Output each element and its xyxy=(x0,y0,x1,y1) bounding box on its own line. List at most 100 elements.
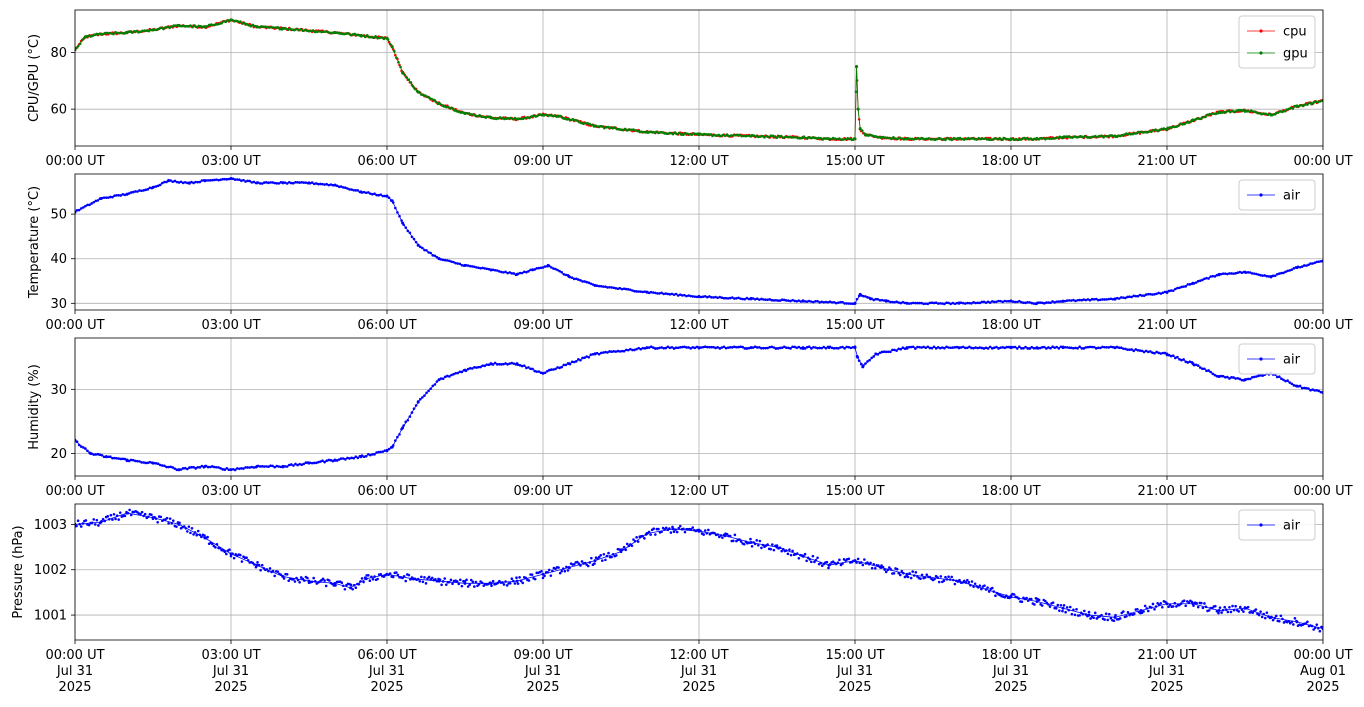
series-marker-air xyxy=(872,298,876,302)
series-marker-air xyxy=(1236,271,1240,275)
series-marker-air xyxy=(196,529,200,533)
series-marker-air xyxy=(1304,622,1308,625)
series-marker-gpu xyxy=(1041,136,1045,140)
series-marker-air xyxy=(1084,346,1088,349)
series-marker-gpu xyxy=(428,96,431,100)
series-marker-air xyxy=(710,345,713,349)
series-marker-air xyxy=(1210,606,1214,610)
series-marker-air xyxy=(986,586,989,589)
series-marker-air xyxy=(761,543,765,547)
series-marker-air xyxy=(805,300,809,303)
series-marker-gpu xyxy=(1185,121,1189,124)
series-marker-gpu xyxy=(969,137,972,141)
series-marker-air xyxy=(882,350,886,354)
series-marker-air xyxy=(780,549,783,553)
series-marker-air xyxy=(423,394,426,397)
series-marker-gpu xyxy=(1276,111,1280,114)
series-marker-air xyxy=(572,562,576,566)
series-marker-air xyxy=(635,347,638,351)
series-marker-gpu xyxy=(1158,128,1162,132)
series-marker-air xyxy=(541,576,545,580)
series-marker-air xyxy=(527,366,530,369)
series-marker-air xyxy=(1146,292,1150,296)
series-marker-gpu xyxy=(380,36,384,39)
series-marker-gpu xyxy=(153,28,157,32)
series-marker-gpu xyxy=(247,23,250,27)
series-marker-air xyxy=(562,272,566,276)
series-marker-air xyxy=(267,181,270,185)
data-point-air xyxy=(104,455,108,459)
series-marker-air xyxy=(441,580,445,583)
series-marker-gpu xyxy=(155,28,159,32)
series-marker-air xyxy=(84,204,87,208)
series-marker-air xyxy=(945,301,948,305)
series-marker-air xyxy=(1213,373,1217,377)
series-marker-air xyxy=(832,347,836,350)
series-marker-air xyxy=(168,517,172,520)
data-point-air xyxy=(333,183,337,187)
series-marker-air xyxy=(897,301,900,304)
data-point-air xyxy=(385,448,389,452)
series-marker-air xyxy=(404,420,408,424)
series-marker-air xyxy=(287,579,291,583)
series-marker-air xyxy=(825,560,829,564)
series-marker-air xyxy=(932,345,936,349)
series-marker-air xyxy=(880,298,884,302)
data-point-air xyxy=(125,458,129,462)
series-marker-air xyxy=(240,560,244,563)
series-marker-gpu xyxy=(694,132,698,136)
series-marker-air xyxy=(841,345,844,349)
series-marker-gpu xyxy=(1048,137,1051,141)
series-marker-air xyxy=(849,302,853,305)
series-marker-gpu xyxy=(875,135,879,139)
series-marker-air xyxy=(508,581,512,585)
series-marker-air xyxy=(670,345,674,349)
series-marker-air xyxy=(914,347,917,350)
series-marker-air xyxy=(813,560,816,564)
series-marker-air xyxy=(1228,272,1231,275)
data-point-air xyxy=(1035,599,1039,603)
series-marker-air xyxy=(86,203,89,207)
series-marker-air xyxy=(115,514,119,518)
series-marker-air xyxy=(259,568,262,572)
series-marker-gpu xyxy=(234,19,238,23)
x-tick-label: 03:00 UT xyxy=(201,154,260,169)
series-marker-air xyxy=(1248,271,1252,274)
legend-marker-gpu xyxy=(1259,51,1263,55)
series-marker-gpu xyxy=(101,32,105,36)
series-marker-air xyxy=(425,249,428,252)
series-marker-air xyxy=(1234,272,1237,275)
series-marker-air xyxy=(716,533,720,536)
series-marker-air xyxy=(273,465,276,469)
series-marker-air xyxy=(732,539,735,543)
data-point-air xyxy=(531,268,535,272)
data-point-air xyxy=(593,283,597,287)
series-marker-gpu xyxy=(650,130,654,134)
series-marker-gpu xyxy=(927,137,931,140)
series-marker-air xyxy=(947,346,950,349)
series-marker-air xyxy=(369,192,372,195)
series-marker-air xyxy=(298,181,301,184)
plot-frame xyxy=(74,9,1324,147)
series-marker-air xyxy=(770,298,774,302)
series-marker-air xyxy=(966,301,969,305)
series-marker-air xyxy=(1047,603,1050,606)
series-marker-air xyxy=(587,355,591,359)
series-marker-air xyxy=(458,262,462,266)
series-marker-air xyxy=(918,345,921,349)
legend-box xyxy=(1238,15,1316,69)
series-marker-gpu xyxy=(97,32,101,36)
data-point-air xyxy=(416,243,420,247)
data-point-air xyxy=(1217,375,1221,379)
series-marker-gpu xyxy=(615,127,619,131)
series-marker-air xyxy=(1317,626,1320,630)
series-marker-air xyxy=(396,573,400,577)
series-marker-gpu xyxy=(1120,133,1124,137)
series-marker-air xyxy=(292,578,295,581)
series-marker-air xyxy=(612,350,616,353)
series-marker-gpu xyxy=(742,134,746,138)
series-marker-air xyxy=(560,569,564,573)
data-point-air xyxy=(874,352,878,356)
series-marker-air xyxy=(375,193,378,197)
series-marker-air xyxy=(352,456,356,460)
